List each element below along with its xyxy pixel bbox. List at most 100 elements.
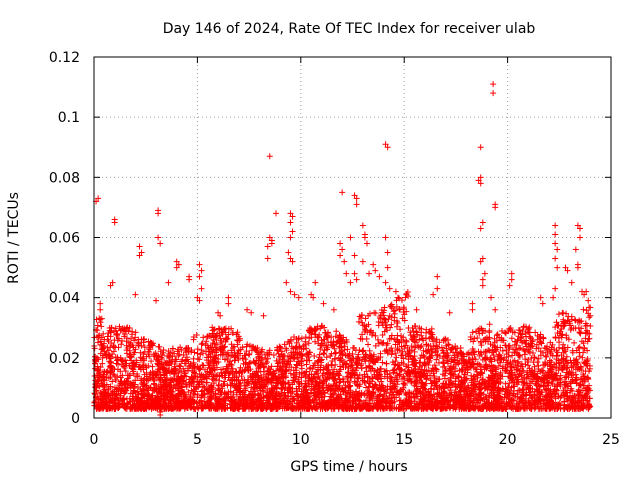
- data-point: [233, 374, 240, 381]
- data-point: [130, 389, 137, 396]
- data-point: [137, 349, 144, 356]
- data-point: [296, 344, 303, 351]
- data-point: [529, 349, 536, 356]
- data-point: [244, 364, 251, 371]
- data-point: [461, 364, 468, 371]
- data-point: [304, 350, 311, 357]
- data-point: [198, 341, 205, 348]
- data-point: [339, 350, 346, 357]
- data-point: [314, 323, 321, 330]
- data-point: [221, 356, 228, 363]
- data-point: [540, 334, 547, 341]
- data-point: [293, 367, 300, 374]
- data-point: [364, 373, 371, 380]
- data-point: [448, 346, 455, 353]
- data-point: [169, 358, 176, 365]
- data-point: [348, 375, 355, 382]
- data-point: [396, 371, 403, 378]
- data-point: [365, 389, 372, 396]
- data-point: [384, 350, 391, 357]
- data-point: [462, 405, 469, 412]
- data-point: [257, 384, 264, 391]
- data-point: [546, 374, 553, 381]
- data-point: [113, 360, 120, 367]
- data-point: [503, 347, 510, 354]
- data-point: [342, 382, 349, 389]
- data-point: [578, 325, 585, 332]
- data-point: [389, 399, 396, 406]
- data-point: [429, 335, 436, 342]
- data-point: [540, 349, 547, 356]
- data-point: [483, 361, 490, 368]
- data-point: [477, 405, 484, 412]
- data-point: [461, 359, 468, 366]
- data-point: [577, 381, 584, 388]
- y-axis-label: ROTI / TECUs: [6, 192, 22, 284]
- data-point: [496, 378, 503, 385]
- data-point: [528, 343, 535, 350]
- data-point: [132, 329, 139, 336]
- data-point: [402, 342, 409, 349]
- data-point: [409, 325, 416, 332]
- data-point: [394, 336, 401, 343]
- data-point: [114, 330, 121, 337]
- data-point: [423, 361, 430, 368]
- data-point: [400, 373, 407, 380]
- data-point: [105, 347, 112, 354]
- data-point: [522, 361, 529, 368]
- data-point: [546, 357, 553, 364]
- data-point: [580, 371, 587, 378]
- data-point: [239, 369, 246, 376]
- data-point: [568, 362, 575, 369]
- data-point: [194, 394, 201, 401]
- data-point: [231, 403, 238, 410]
- data-point: [223, 336, 230, 343]
- data-point: [410, 356, 417, 363]
- data-point: [127, 335, 134, 342]
- data-point: [321, 351, 328, 358]
- data-point: [486, 321, 493, 328]
- data-point: [554, 349, 561, 356]
- data-point: [508, 364, 515, 371]
- data-point: [563, 365, 570, 372]
- data-point: [182, 357, 189, 364]
- data-point: [283, 347, 290, 354]
- data-point: [107, 328, 114, 335]
- data-point: [452, 384, 459, 391]
- data-point: [581, 378, 588, 385]
- data-point: [401, 345, 408, 352]
- data-point: [388, 321, 395, 328]
- data-point: [400, 355, 407, 362]
- data-point: [526, 324, 533, 331]
- data-point: [406, 347, 413, 354]
- data-point: [543, 387, 550, 394]
- data-point: [221, 381, 228, 388]
- data-point: [94, 322, 101, 329]
- data-point: [581, 345, 588, 352]
- data-point: [577, 382, 584, 389]
- data-point: [343, 374, 350, 381]
- data-point: [355, 318, 362, 325]
- data-point: [341, 346, 348, 353]
- data-point: [203, 338, 210, 345]
- data-point: [193, 331, 200, 338]
- data-point: [473, 366, 480, 373]
- data-point: [359, 348, 366, 355]
- data-point: [235, 333, 242, 340]
- data-point: [478, 369, 485, 376]
- data-point: [502, 342, 509, 349]
- data-point: [300, 346, 307, 353]
- data-point: [316, 387, 323, 394]
- data-point: [203, 402, 210, 409]
- x-tick-label: 10: [292, 432, 310, 448]
- data-point: [560, 362, 567, 369]
- data-point: [392, 383, 399, 390]
- data-point: [523, 337, 530, 344]
- data-point: [552, 395, 559, 402]
- data-point: [224, 349, 231, 356]
- data-point: [359, 322, 366, 329]
- data-point: [573, 379, 580, 386]
- data-point: [286, 385, 293, 392]
- data-point: [388, 351, 395, 358]
- data-point: [111, 372, 118, 379]
